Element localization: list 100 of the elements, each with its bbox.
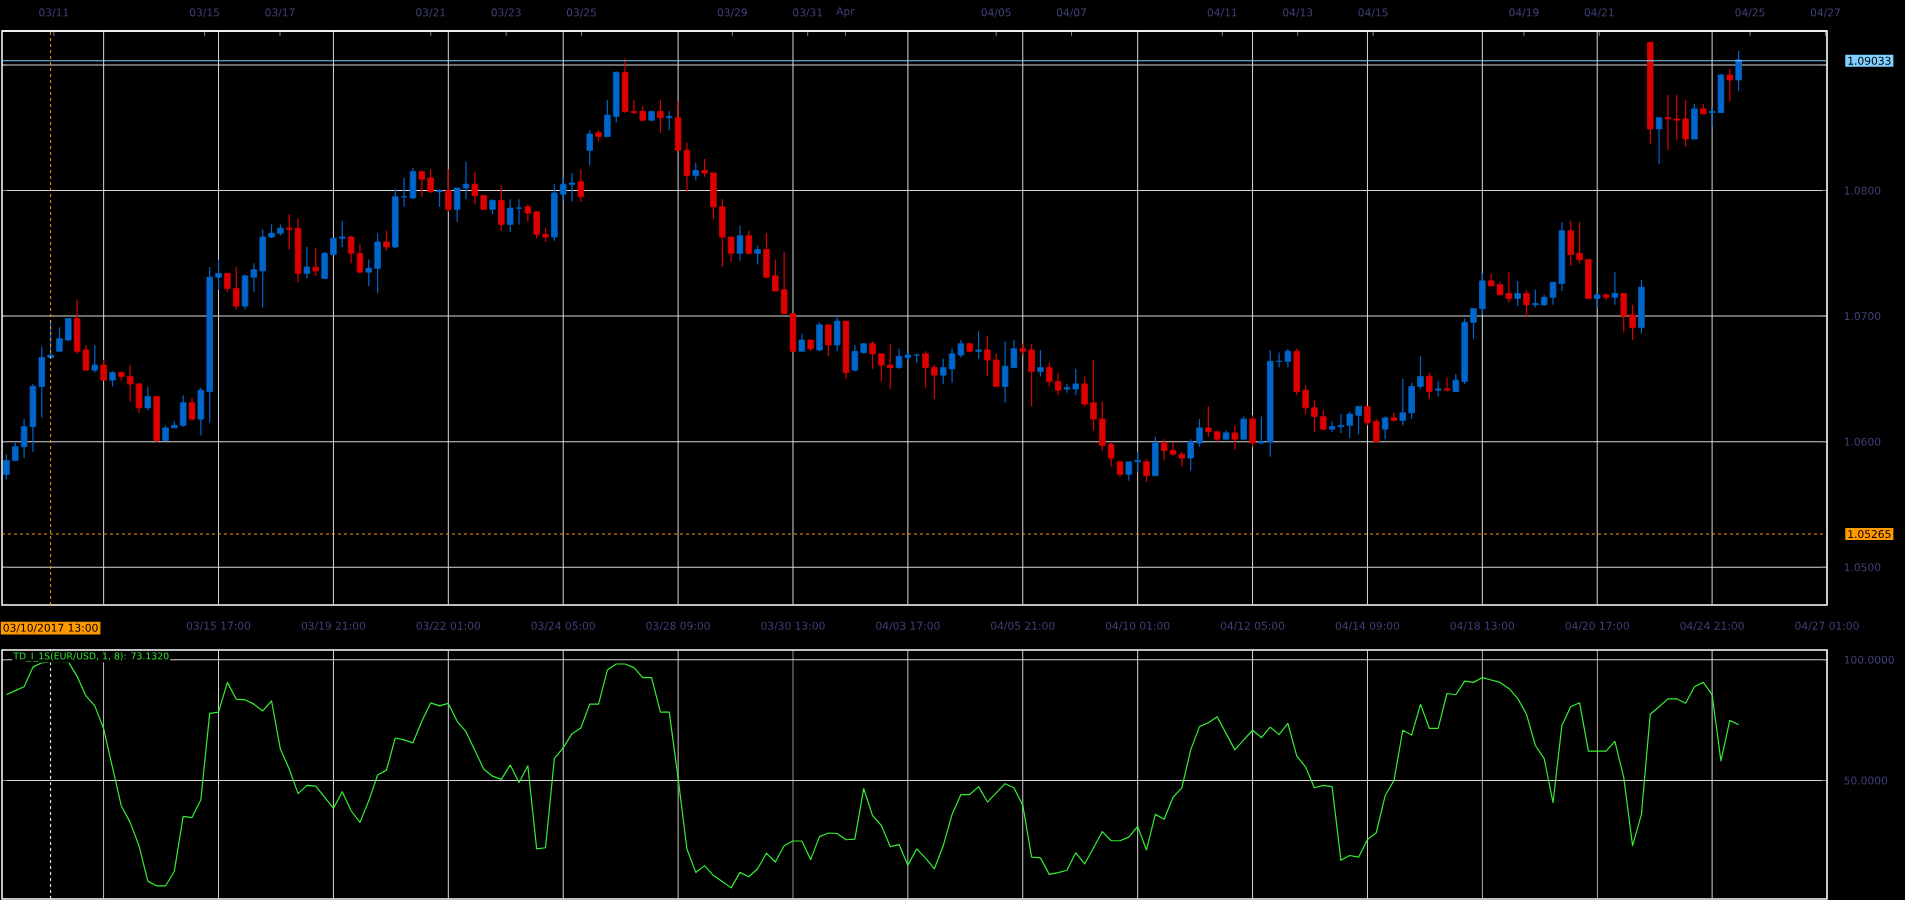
chart-title: TD_I_1S(EUR/USD, 1, 8): 73.1320: [13, 652, 169, 662]
candlestick: [1284, 348, 1292, 369]
ref-line-label: 1.09033: [1848, 56, 1891, 65]
candlestick: [56, 326, 63, 352]
candlestick: [1311, 399, 1318, 433]
candlestick: [657, 99, 664, 134]
candlestick: [1134, 451, 1141, 473]
candlestick: [1673, 94, 1680, 141]
candlestick: [1726, 68, 1734, 102]
candlestick: [1081, 375, 1088, 408]
candlestick: [736, 225, 744, 262]
candlestick: [1160, 438, 1168, 462]
candlestick: [1196, 418, 1203, 448]
x2-tick-label: 04/05: [981, 8, 1011, 18]
x-tick-label: 03/22 01:00: [416, 621, 481, 631]
candlestick: [453, 187, 461, 223]
y-tick-label: 100.0000: [1844, 655, 1894, 664]
candlestick: [1125, 461, 1133, 482]
candlestick: [1037, 349, 1044, 377]
candlestick: [312, 247, 319, 277]
candlestick: [869, 340, 876, 370]
candlestick: [1231, 424, 1239, 450]
candlestick: [851, 344, 859, 372]
candlestick: [224, 272, 231, 293]
x-tick-label: 03/10/2017 13:00: [3, 623, 98, 633]
candlestick: [1028, 343, 1035, 408]
candlestick: [1682, 99, 1689, 148]
x2-tick-label: 04/25: [1735, 8, 1765, 18]
candlestick: [984, 335, 991, 377]
x-tick-label: 03/24 05:00: [531, 621, 595, 631]
candlestick: [1470, 307, 1477, 340]
candlestick: [1514, 280, 1521, 307]
candlestick: [1063, 383, 1071, 394]
y-tick-label: 1.0500: [1844, 563, 1881, 572]
x2-tick-label: 04/07: [1056, 8, 1087, 18]
x2-tick-label: 03/21: [416, 8, 446, 18]
candlestick: [1629, 304, 1636, 341]
candlestick: [339, 220, 346, 248]
candlestick: [126, 364, 134, 403]
candlestick: [1364, 405, 1371, 426]
candlestick: [604, 99, 611, 138]
candlestick: [1417, 355, 1424, 390]
candlestick: [427, 168, 434, 194]
x2-tick-label: Apr: [836, 7, 855, 18]
candlestick: [1655, 117, 1663, 165]
candlestick: [568, 172, 576, 203]
x2-tick-label: 03/23: [491, 8, 521, 18]
candlestick: [303, 246, 311, 280]
candlestick: [1735, 50, 1742, 92]
x2-tick-label: 04/15: [1358, 8, 1388, 18]
candlestick: [1072, 368, 1080, 396]
candlestick: [1523, 289, 1530, 318]
candlestick: [1390, 412, 1398, 423]
candlestick: [825, 324, 832, 357]
x-tick-label: 03/15 17:00: [186, 621, 251, 631]
x-tick-label: 04/18 13:00: [1450, 621, 1515, 631]
x2-tick-label: 03/15: [189, 8, 220, 18]
candlestick: [383, 230, 390, 252]
candlestick: [586, 129, 593, 166]
candlestick: [471, 171, 479, 205]
candlestick: [922, 350, 929, 389]
candlestick: [1443, 377, 1451, 393]
candlestick: [745, 230, 753, 256]
candlestick: [365, 258, 372, 287]
y-tick-label: 1.0600: [1844, 437, 1881, 446]
candlestick: [515, 198, 523, 226]
x-tick-label: 04/10 01:00: [1105, 621, 1170, 631]
candlestick: [666, 110, 673, 131]
x-tick-label: 03/30 13:00: [761, 621, 825, 631]
x-tick-label: 04/05 21:00: [991, 621, 1055, 631]
x2-tick-label: 03/17: [265, 8, 295, 18]
x-tick-label: 03/19 21:00: [301, 621, 366, 631]
candlestick: [1107, 441, 1115, 468]
y-tick-label: 50.0000: [1844, 776, 1888, 785]
x-tick-label: 03/28 09:00: [646, 621, 710, 631]
candlestick: [754, 245, 761, 266]
candlestick: [1187, 438, 1194, 472]
candlestick: [1205, 405, 1212, 438]
y-tick-label: 1.0700: [1844, 312, 1881, 321]
candlestick: [940, 358, 947, 385]
candlestick: [727, 236, 735, 263]
candlestick: [1567, 220, 1574, 267]
x-tick-label: 04/03 17:00: [876, 621, 940, 631]
candlestick: [1355, 405, 1362, 435]
candlestick: [1169, 441, 1177, 457]
x2-tick-label: 03/29: [717, 8, 747, 18]
candlestick: [506, 198, 514, 233]
candlestick: [1302, 384, 1309, 415]
candlestick: [1258, 415, 1265, 445]
candlestick: [232, 266, 240, 311]
candlestick: [772, 258, 779, 292]
x2-tick-label: 04/11: [1207, 8, 1237, 18]
candlestick: [135, 382, 143, 414]
candlestick: [878, 353, 885, 383]
x2-tick-label: 04/13: [1283, 8, 1313, 18]
candlestick: [179, 394, 187, 428]
candlestick: [559, 177, 567, 202]
candlestick: [1054, 372, 1062, 396]
candlestick: [1664, 94, 1672, 151]
candlestick: [886, 343, 894, 390]
